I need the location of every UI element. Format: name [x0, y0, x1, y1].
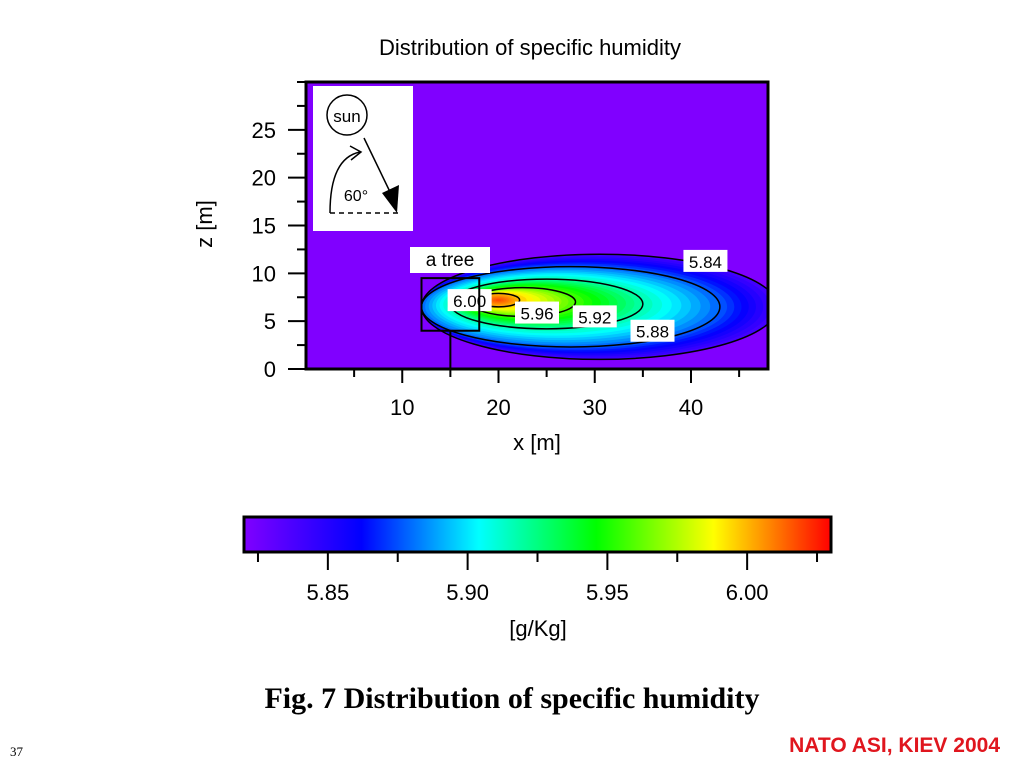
contour-label: 5.96 [515, 301, 559, 324]
x-tick-label: 10 [390, 395, 414, 420]
chart-title: Distribution of specific humidity [379, 35, 681, 60]
y-axis-label: z [m] [192, 200, 217, 248]
colorbar-unit-label: [g/Kg] [509, 616, 566, 641]
y-tick-label: 15 [252, 214, 276, 239]
sun-angle-label: 60° [344, 188, 368, 205]
tree-label: a tree [426, 250, 475, 271]
contour-label: 5.88 [630, 319, 675, 342]
page-number: 37 [10, 744, 23, 759]
colorbar-gradient [242, 515, 833, 554]
contour-label-text: 5.84 [689, 253, 722, 272]
y-tick-label: 20 [252, 166, 276, 191]
colorbar-tick-label: 6.00 [726, 580, 769, 605]
sun-inset: sun 60° [313, 86, 413, 231]
contour-label-text: 5.92 [578, 308, 611, 327]
x-tick-label: 40 [679, 395, 703, 420]
y-tick-label: 25 [252, 118, 276, 143]
sun-icon [326, 94, 368, 136]
x-tick-label: 20 [486, 395, 510, 420]
angle-arc-arrowhead [349, 145, 363, 161]
colorbar-tick-label: 5.95 [586, 580, 629, 605]
angle-arc [329, 151, 361, 214]
y-tick-label: 5 [264, 309, 276, 334]
y-tick-label: 10 [252, 261, 276, 286]
sun-ray-line [363, 137, 393, 197]
sun-label: sun [333, 107, 360, 126]
contour-label-text: 5.96 [520, 305, 553, 324]
x-tick-label: 30 [583, 395, 607, 420]
contour-label: 6.00 [447, 289, 492, 312]
colorbar: 5.85 5.90 5.95 6.00 [242, 515, 833, 605]
humidity-band [495, 299, 502, 301]
colorbar-tick-label: 5.85 [306, 580, 349, 605]
axes: 0 5 10 15 20 25 10 20 30 40 [252, 81, 768, 420]
y-tick-label: 0 [264, 357, 276, 382]
footer-text: NATO ASI, KIEV 2004 [789, 734, 1000, 757]
x-axis-label: x [m] [513, 430, 561, 455]
humidity-chart: Distribution of specific humidity 5.845.… [192, 35, 833, 641]
tree-label-box [410, 247, 490, 273]
contour-label: 5.84 [683, 249, 728, 272]
contour-label-text: 6.00 [453, 292, 486, 311]
sun-ray-arrowhead [382, 185, 399, 213]
tree-annotation: a tree [410, 247, 490, 369]
figure-caption: Fig. 7 Distribution of specific humidity [264, 682, 760, 715]
colorbar-tick-label: 5.90 [446, 580, 489, 605]
contour-label-text: 5.88 [636, 323, 669, 342]
plot-area: 5.84 5.88 5.92 5.96 6.00 a tree sun 60° [304, 80, 770, 371]
contour-label: 5.92 [572, 305, 617, 328]
